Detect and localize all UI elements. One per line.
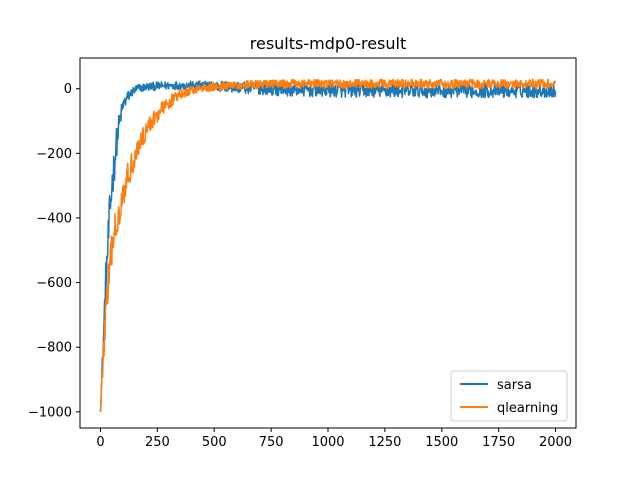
y-tick-label: −1000 (28, 405, 72, 420)
x-tick-label: 0 (96, 435, 104, 450)
legend-label-sarsa: sarsa (497, 378, 532, 393)
x-tick-label: 1500 (425, 435, 458, 450)
y-tick-label: 0 (64, 82, 72, 97)
chart-title: results-mdp0-result (250, 34, 407, 53)
y-tick-label: −400 (36, 211, 72, 226)
series-layer (99, 78, 557, 412)
legend: sarsa qlearning (450, 370, 568, 422)
y-tick-label: −800 (36, 341, 72, 356)
x-tick-label: 750 (259, 435, 284, 450)
x-tick-label: 1250 (368, 435, 401, 450)
legend-label-qlearning: qlearning (497, 401, 558, 416)
x-tick-label: 250 (145, 435, 170, 450)
y-tick-label: −200 (36, 147, 72, 162)
x-axis: 0 250 500 750 1000 1250 1500 1750 2000 (96, 428, 572, 450)
y-axis: −1000 −800 −600 −400 −200 0 (28, 82, 80, 420)
series-line-qlearning (99, 78, 557, 412)
x-tick-label: 2000 (539, 435, 572, 450)
x-tick-label: 1000 (311, 435, 344, 450)
x-tick-label: 1750 (482, 435, 515, 450)
y-tick-label: −600 (36, 276, 72, 291)
x-tick-label: 500 (202, 435, 227, 450)
